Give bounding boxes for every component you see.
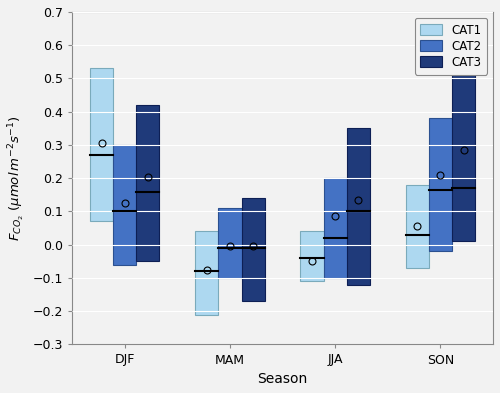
X-axis label: Season: Season (258, 372, 308, 386)
Bar (113, 145, 136, 264)
Bar (406, 185, 429, 268)
Bar (242, 198, 264, 301)
Bar (429, 118, 452, 252)
Bar (195, 231, 218, 314)
Bar (300, 231, 324, 281)
Y-axis label: $F_{CO_2}\ (\mu mol\,m^{-2}s^{-1})$: $F_{CO_2}\ (\mu mol\,m^{-2}s^{-1})$ (7, 115, 27, 241)
Bar (324, 178, 347, 278)
Legend: CAT1, CAT2, CAT3: CAT1, CAT2, CAT3 (414, 18, 487, 75)
Bar (136, 105, 160, 261)
Bar (347, 129, 370, 285)
Bar (452, 70, 475, 241)
Bar (90, 68, 113, 221)
Bar (218, 208, 242, 278)
